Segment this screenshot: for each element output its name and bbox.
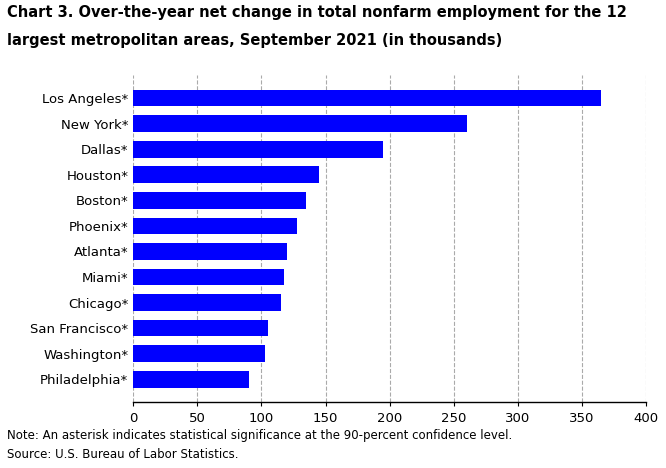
Bar (133, 192, 306, 209)
Bar (133, 345, 265, 362)
Bar (133, 218, 297, 234)
Text: largest metropolitan areas, September 2021 (in thousands): largest metropolitan areas, September 20… (7, 33, 502, 48)
Bar (133, 115, 466, 132)
Bar (133, 167, 319, 183)
Bar (133, 294, 280, 311)
Bar (133, 141, 383, 158)
Bar (133, 269, 284, 285)
Bar (133, 320, 268, 336)
Text: Source: U.S. Bureau of Labor Statistics.: Source: U.S. Bureau of Labor Statistics. (7, 448, 238, 461)
Text: Chart 3. Over-the-year net change in total nonfarm employment for the 12: Chart 3. Over-the-year net change in tot… (7, 5, 627, 20)
Text: Note: An asterisk indicates statistical significance at the 90-percent confidenc: Note: An asterisk indicates statistical … (7, 429, 512, 442)
Bar (133, 371, 248, 388)
Bar (133, 243, 287, 260)
Bar (133, 90, 601, 106)
